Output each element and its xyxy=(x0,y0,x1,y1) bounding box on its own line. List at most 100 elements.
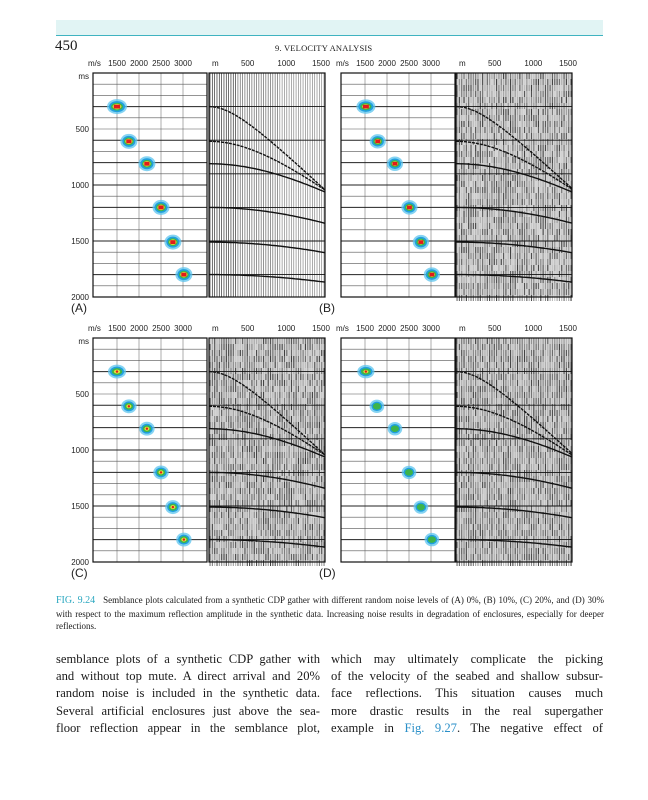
seismic-trace-sample xyxy=(505,271,507,277)
seismic-trace-sample xyxy=(276,524,279,530)
seismic-trace-sample xyxy=(470,181,472,187)
seismic-trace-sample xyxy=(514,181,516,187)
seismic-trace-sample xyxy=(523,223,526,229)
seismic-trace-sample xyxy=(528,109,530,115)
seismic-trace-sample xyxy=(251,476,253,482)
seismic-trace-sample xyxy=(465,542,467,548)
seismic-trace-sample xyxy=(503,350,505,356)
seismic-trace-sample xyxy=(321,386,323,392)
seismic-trace-sample xyxy=(456,416,458,422)
seismic-trace-sample xyxy=(216,446,218,452)
seismic-trace-sample xyxy=(472,518,474,524)
seismic-trace-sample xyxy=(549,121,551,127)
seismic-trace-sample xyxy=(318,392,320,398)
seismic-trace-sample xyxy=(251,500,253,506)
seismic-trace-sample xyxy=(496,103,498,109)
seismic-trace-sample xyxy=(461,193,463,199)
seismic-trace-sample xyxy=(458,344,460,350)
seismic-trace-sample xyxy=(570,175,572,181)
seismic-trace-sample xyxy=(321,470,323,476)
seismic-trace-sample xyxy=(530,103,533,109)
seismic-trace-sample xyxy=(491,229,493,235)
seismic-trace-sample xyxy=(244,428,246,434)
seismic-trace-sample xyxy=(239,530,241,536)
seismic-trace-sample xyxy=(311,506,313,512)
seismic-trace-sample xyxy=(281,560,283,566)
seismic-trace-sample xyxy=(477,554,479,560)
seismic-trace-sample xyxy=(272,350,274,356)
seismic-trace-sample xyxy=(223,530,225,536)
seismic-trace-sample xyxy=(484,103,486,109)
seismic-trace-sample xyxy=(239,458,241,464)
seismic-trace-sample xyxy=(565,157,567,163)
seismic-trace-sample xyxy=(286,548,288,554)
seismic-trace-sample xyxy=(307,470,309,476)
reflection-event xyxy=(455,105,573,190)
seismic-trace-sample xyxy=(514,265,516,271)
seismic-trace-sample xyxy=(272,452,274,458)
seismic-trace-sample xyxy=(321,416,323,422)
seismic-trace-sample xyxy=(547,271,549,277)
seismic-trace-sample xyxy=(300,446,302,452)
seismic-trace-sample xyxy=(463,247,465,253)
semblance-peak-max xyxy=(171,505,175,509)
seismic-trace-sample xyxy=(493,223,495,229)
seismic-trace-sample xyxy=(263,386,265,392)
seismic-trace-sample xyxy=(237,482,239,488)
seismic-trace-sample xyxy=(321,356,323,362)
seismic-trace-sample xyxy=(563,277,565,283)
offset-tick-label: 1500 xyxy=(312,324,330,333)
seismic-trace-sample xyxy=(547,223,549,229)
seismic-trace-sample xyxy=(223,548,225,554)
seismic-trace-sample xyxy=(302,554,304,560)
seismic-trace-sample xyxy=(500,338,502,344)
seismic-trace-sample xyxy=(549,145,551,151)
seismic-trace-sample xyxy=(211,524,213,530)
seismic-trace-sample xyxy=(484,91,486,97)
seismic-trace-sample xyxy=(542,157,544,163)
seismic-trace-sample xyxy=(251,398,253,404)
seismic-trace-sample xyxy=(214,548,216,554)
seismic-trace-sample xyxy=(216,458,218,464)
seismic-trace-sample xyxy=(526,289,528,295)
seismic-trace-sample xyxy=(570,91,572,97)
seismic-trace-sample xyxy=(307,338,309,344)
seismic-trace-sample xyxy=(484,289,486,295)
seismic-trace-sample xyxy=(279,410,281,416)
seismic-trace-sample xyxy=(496,97,498,103)
seismic-trace-sample xyxy=(242,518,244,524)
seismic-trace-sample xyxy=(503,271,505,277)
seismic-trace-sample xyxy=(228,446,230,452)
seismic-trace-sample xyxy=(507,163,509,169)
seismic-trace-sample xyxy=(211,404,213,410)
seismic-trace-sample xyxy=(477,404,479,410)
seismic-trace-sample xyxy=(477,241,479,247)
seismic-trace-sample xyxy=(570,115,572,121)
seismic-trace-sample xyxy=(223,560,225,566)
seismic-trace-sample xyxy=(565,85,567,91)
seismic-trace-sample xyxy=(498,482,500,488)
seismic-trace-sample xyxy=(549,109,551,115)
seismic-trace-sample xyxy=(309,416,311,422)
seismic-trace-sample xyxy=(461,416,463,422)
seismic-trace-sample xyxy=(232,416,234,422)
seismic-trace-sample xyxy=(237,422,239,428)
seismic-trace-sample xyxy=(484,536,486,542)
seismic-trace-sample xyxy=(463,500,465,506)
seismic-trace-sample xyxy=(535,85,537,91)
seismic-trace-sample xyxy=(225,356,227,362)
seismic-trace-sample xyxy=(523,127,526,133)
seismic-trace-sample xyxy=(316,458,318,464)
seismic-trace-sample xyxy=(221,416,223,422)
seismic-trace-sample xyxy=(304,374,306,380)
seismic-trace-sample xyxy=(290,494,293,500)
seismic-trace-sample xyxy=(311,470,313,476)
seismic-trace-sample xyxy=(533,91,535,97)
seismic-trace-sample xyxy=(246,470,248,476)
seismic-trace-sample xyxy=(461,295,463,301)
seismic-trace-sample xyxy=(311,404,313,410)
seismic-trace-sample xyxy=(260,536,262,542)
seismic-trace-sample xyxy=(486,265,488,271)
seismic-trace-sample xyxy=(297,488,300,494)
seismic-trace-sample xyxy=(505,338,507,344)
